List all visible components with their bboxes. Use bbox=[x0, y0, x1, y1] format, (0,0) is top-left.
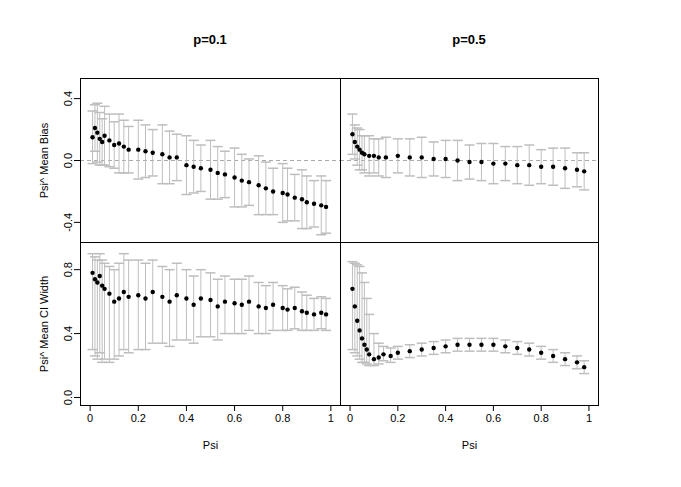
svg-text:0.6: 0.6 bbox=[227, 412, 242, 424]
svg-text:0.8: 0.8 bbox=[275, 412, 290, 424]
svg-text:0: 0 bbox=[347, 412, 353, 424]
svg-text:0.8: 0.8 bbox=[534, 412, 549, 424]
svg-text:-0.4: -0.4 bbox=[62, 213, 74, 232]
svg-text:0.0: 0.0 bbox=[62, 390, 74, 405]
svg-text:0.4: 0.4 bbox=[62, 326, 74, 341]
svg-text:0.6: 0.6 bbox=[486, 412, 501, 424]
svg-text:1: 1 bbox=[328, 412, 334, 424]
svg-text:0.8: 0.8 bbox=[62, 262, 74, 277]
html-text:p=0.5: p=0.5 bbox=[452, 32, 486, 47]
svg-text:0.4: 0.4 bbox=[62, 91, 74, 106]
svg-text:Psi^ Mean Bias: Psi^ Mean Bias bbox=[38, 122, 50, 198]
svg-text:0.2: 0.2 bbox=[131, 412, 146, 424]
svg-text:0.2: 0.2 bbox=[390, 412, 405, 424]
svg-text:Psi: Psi bbox=[203, 439, 218, 451]
svg-text:Psi: Psi bbox=[462, 439, 477, 451]
svg-text:0: 0 bbox=[87, 412, 93, 424]
svg-text:0.4: 0.4 bbox=[179, 412, 194, 424]
svg-text:0.4: 0.4 bbox=[438, 412, 453, 424]
svg-text:Psi^ Mean CI Width: Psi^ Mean CI Width bbox=[38, 276, 50, 372]
svg-text:1: 1 bbox=[586, 412, 592, 424]
svg-text:0.0: 0.0 bbox=[62, 153, 74, 168]
html-text:p=0.1: p=0.1 bbox=[193, 32, 227, 47]
